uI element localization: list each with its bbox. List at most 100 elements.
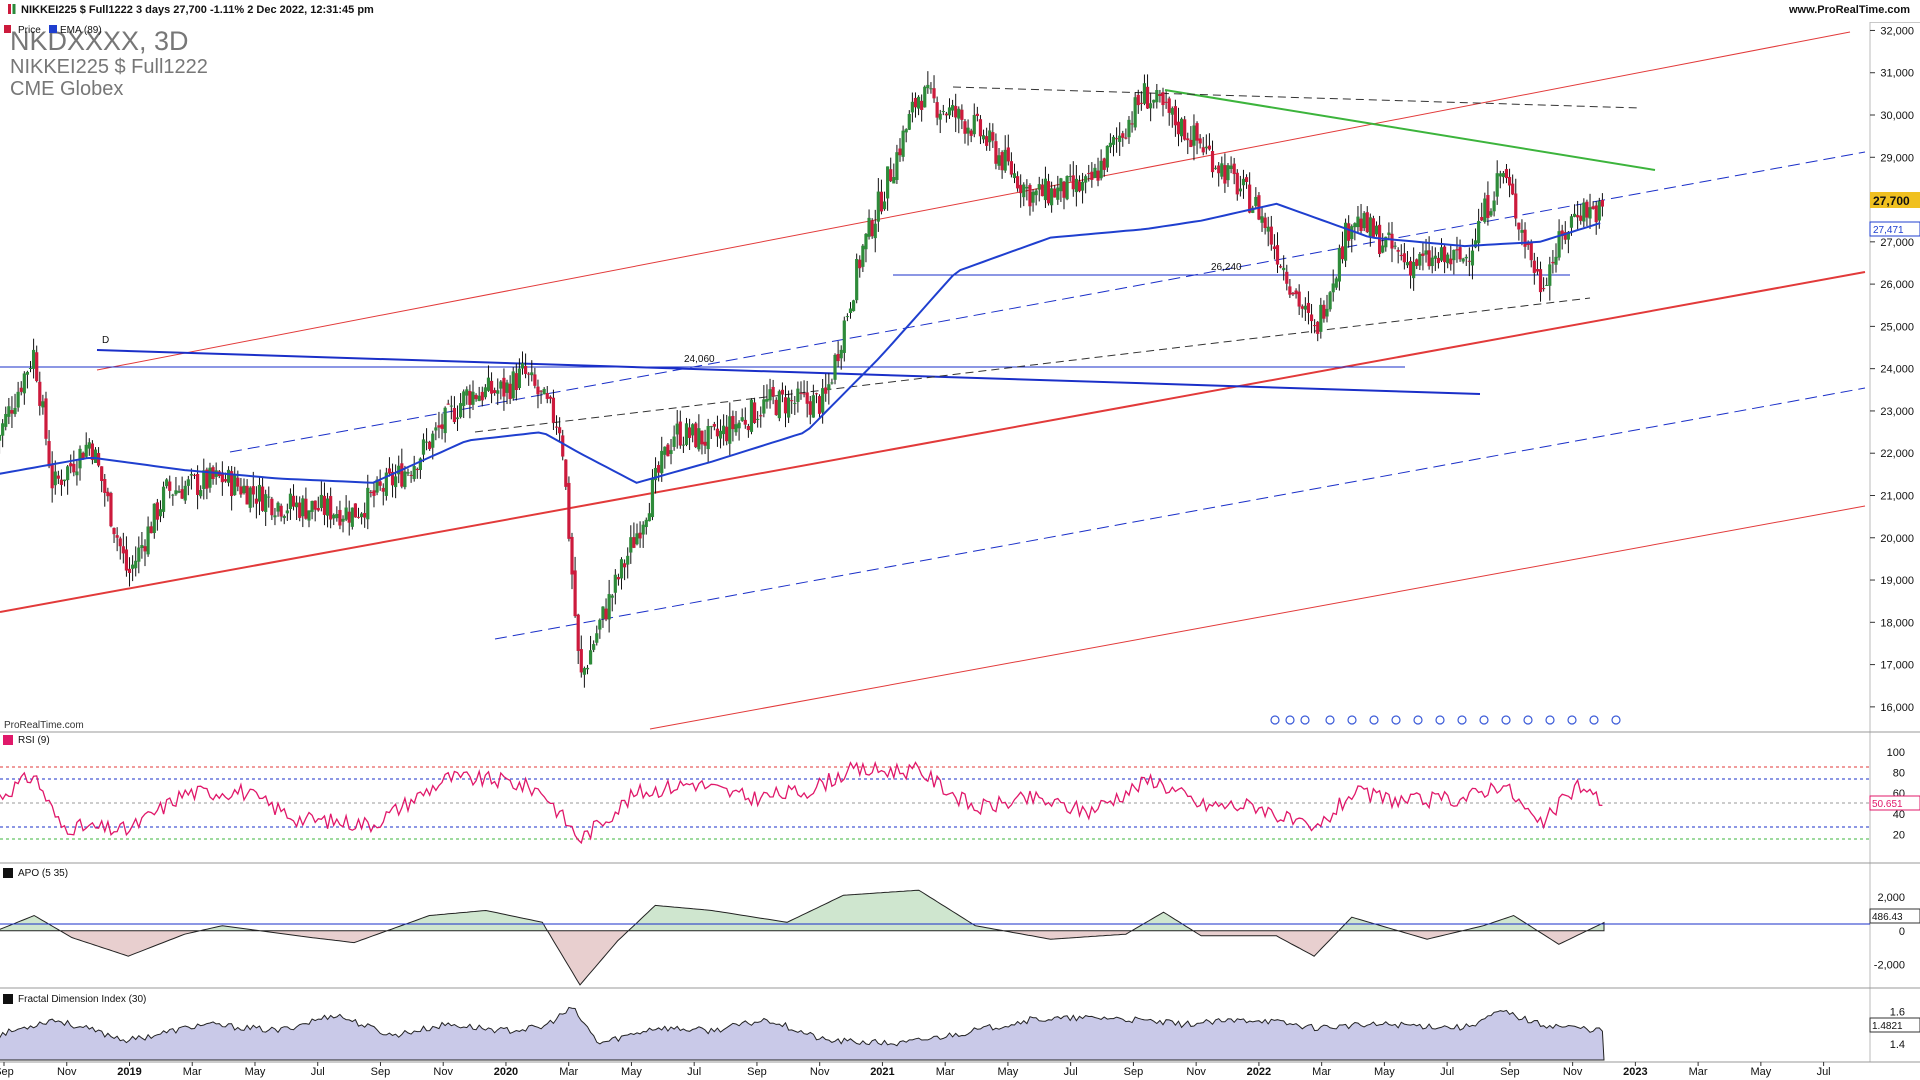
candle-body xyxy=(316,508,320,511)
candle-body xyxy=(267,496,271,498)
channel-upper-line[interactable] xyxy=(96,31,1851,371)
candle-body xyxy=(1572,213,1577,217)
support-dashed-line[interactable] xyxy=(474,297,1591,433)
rsi-tick-label: 40 xyxy=(1893,809,1905,821)
candle-body xyxy=(641,524,645,535)
candle-body xyxy=(1124,137,1128,139)
candle-body xyxy=(285,510,289,514)
event-calendar-icon[interactable] xyxy=(1435,715,1445,725)
candle-body xyxy=(10,410,14,414)
event-calendar-icon[interactable] xyxy=(1325,715,1335,725)
time-axis[interactable]: Sep Nov 2019 Mar May Jul Sep Nov 2020 Mar May Jul Se… xyxy=(0,1062,1831,1078)
candle-body xyxy=(582,668,586,675)
candle-body xyxy=(400,463,404,487)
candle-body xyxy=(359,513,364,518)
candle-body xyxy=(1591,206,1595,209)
event-calendar-icon[interactable] xyxy=(1347,715,1357,725)
candle-body xyxy=(802,393,806,395)
candle-body xyxy=(325,498,330,516)
candle-body xyxy=(1378,224,1382,254)
candle-body xyxy=(725,426,729,442)
candle-body xyxy=(1220,163,1224,177)
blue-dashed-low-line[interactable] xyxy=(494,387,1866,640)
contract-name: NIKKEI225 $ Full1222 xyxy=(10,56,208,78)
event-calendar-icon[interactable] xyxy=(1479,715,1489,725)
candle-body xyxy=(1353,223,1357,228)
candle-body xyxy=(1309,314,1314,322)
price-legend-icon xyxy=(4,25,11,33)
price-axis[interactable]: 32,00031,00030,00029,00028,00027,00026,0… xyxy=(1870,25,1914,714)
event-calendar-icon[interactable] xyxy=(1501,715,1511,725)
chart-area[interactable]: NKDXXXX, 3D NIKKEI225 $ Full1222 CME Glo… xyxy=(0,22,1920,1080)
candle-body xyxy=(251,486,255,495)
event-calendar-icon[interactable] xyxy=(1413,715,1423,725)
candle-body xyxy=(1585,201,1589,218)
candle-body xyxy=(706,426,710,450)
candle-body xyxy=(1535,269,1540,272)
site-link[interactable]: www.ProRealTime.com xyxy=(1788,4,1910,16)
exchange-name: CME Globex xyxy=(10,78,123,100)
event-calendar-icon[interactable] xyxy=(1270,715,1280,725)
rsi-line xyxy=(0,760,1603,845)
candle-body xyxy=(774,399,778,416)
time-tick-label: Nov xyxy=(433,1066,453,1078)
candle-body xyxy=(72,463,76,473)
blue-dashed-mid-line[interactable] xyxy=(229,151,1866,453)
candle-body xyxy=(1046,181,1051,204)
candle-body xyxy=(657,465,661,473)
channel-main-line[interactable] xyxy=(0,271,1866,613)
candle-body xyxy=(1167,98,1171,113)
event-calendar-icon[interactable] xyxy=(1300,715,1310,725)
event-calendar-icon[interactable] xyxy=(1285,715,1295,725)
time-tick-label: 2023 xyxy=(1623,1066,1647,1078)
blue-trend-line[interactable] xyxy=(96,349,1481,395)
top-dashed-line[interactable] xyxy=(952,86,1641,109)
candle-body xyxy=(1415,259,1419,266)
event-icons[interactable] xyxy=(1270,715,1621,725)
candle-body xyxy=(202,470,206,490)
apo-legend-icon xyxy=(3,868,13,878)
candle-body xyxy=(220,472,224,483)
event-calendar-icon[interactable] xyxy=(1567,715,1577,725)
candle-body xyxy=(146,526,150,555)
candle-body xyxy=(245,485,249,505)
price-tick-label: 26,000 xyxy=(1880,279,1914,291)
event-calendar-icon[interactable] xyxy=(1391,715,1401,725)
candle-body xyxy=(1006,147,1010,162)
candle-body xyxy=(520,363,525,369)
candle-body xyxy=(731,415,735,430)
candle-body xyxy=(483,387,487,398)
candle-body xyxy=(737,422,741,429)
candle-body xyxy=(749,399,754,432)
candle-body xyxy=(514,373,518,391)
candle-body xyxy=(886,166,890,199)
channel-lower-line[interactable] xyxy=(649,505,1866,730)
candle-body xyxy=(827,384,831,391)
event-calendar-icon[interactable] xyxy=(1523,715,1533,725)
candle-body xyxy=(963,121,967,134)
trendlines[interactable] xyxy=(0,31,1866,730)
event-calendar-icon[interactable] xyxy=(1369,715,1379,725)
candle-body xyxy=(926,84,930,89)
candle-body xyxy=(226,469,231,483)
event-calendar-icon[interactable] xyxy=(1589,715,1599,725)
candle-body xyxy=(1192,125,1196,146)
candle-body xyxy=(1507,176,1512,186)
candle-body xyxy=(270,498,274,516)
candle-body xyxy=(1164,101,1168,103)
candle-body xyxy=(412,466,416,479)
candle-body xyxy=(356,516,361,518)
candle-body xyxy=(1093,167,1097,179)
price-tick-label: 27,000 xyxy=(1880,237,1914,249)
time-tick-label: Mar xyxy=(1312,1066,1331,1078)
candle-body xyxy=(1235,172,1239,195)
event-calendar-icon[interactable] xyxy=(1545,715,1555,725)
event-calendar-icon[interactable] xyxy=(1457,715,1467,725)
candle-body xyxy=(790,400,794,402)
candle-body xyxy=(397,465,401,475)
candle-body xyxy=(1282,267,1286,271)
price-tick-label: 16,000 xyxy=(1880,702,1914,714)
event-calendar-icon[interactable] xyxy=(1611,715,1621,725)
candle-body xyxy=(1325,308,1329,317)
green-trend-line[interactable] xyxy=(1164,89,1656,171)
